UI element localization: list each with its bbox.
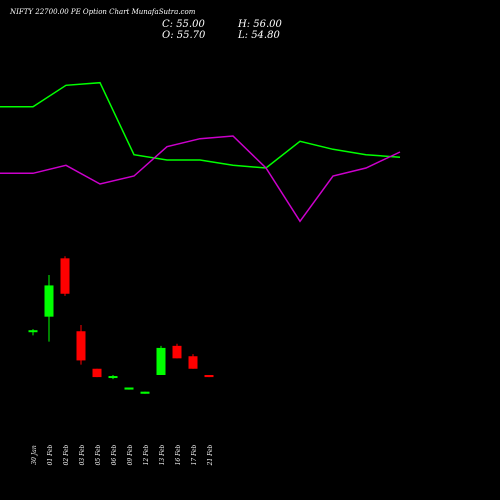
candle-body	[28, 330, 38, 333]
candle-body	[124, 387, 134, 390]
x-tick-label: 09 Feb	[127, 444, 134, 465]
x-tick-label: 17 Feb	[191, 444, 198, 465]
x-axis-ticks: 30 Jan 01 Feb 02 Feb 03 Feb 05 Feb 06 Feb 09 F…	[31, 444, 214, 466]
candle	[108, 375, 118, 380]
candle	[204, 375, 214, 378]
candle-body	[60, 258, 70, 294]
candle	[28, 329, 38, 336]
candle	[92, 368, 102, 378]
high-readout: H: 56.00	[237, 19, 283, 30]
candle	[76, 325, 86, 365]
candle	[172, 343, 182, 359]
x-tick-label: 01 Feb	[47, 444, 54, 465]
candle-body	[188, 356, 198, 369]
x-tick-label: 03 Feb	[79, 444, 86, 465]
x-tick-label: 02 Feb	[63, 444, 70, 465]
x-tick-label: 06 Feb	[111, 444, 118, 465]
close-readout: C: 55.00	[162, 19, 205, 30]
low-readout: L: 54.80	[237, 30, 280, 41]
x-tick-label: 12 Feb	[143, 444, 150, 465]
indicator-line-1	[0, 81, 401, 169]
candle	[44, 275, 54, 342]
x-tick-label: 21 Feb	[207, 444, 214, 466]
chart-title: NIFTY 22700.00 PE Option Chart MunafaSut…	[9, 8, 196, 16]
candle-body	[156, 347, 166, 375]
open-readout: O: 55.70	[162, 30, 206, 41]
series-layer	[0, 81, 401, 223]
x-tick-label: 13 Feb	[159, 444, 166, 465]
candle	[60, 256, 70, 296]
candle-body	[92, 368, 102, 378]
candle	[188, 354, 198, 369]
candle	[140, 391, 150, 394]
candle-body	[140, 391, 150, 394]
candle	[156, 345, 166, 375]
x-tick-label: 05 Feb	[95, 444, 102, 465]
candle-body	[44, 285, 54, 317]
indicator-line-2	[0, 135, 401, 223]
candle-layer	[28, 256, 214, 394]
candle-body	[172, 345, 182, 359]
x-tick-label: 16 Feb	[175, 444, 182, 465]
candle-body	[108, 376, 118, 379]
candle-body	[204, 375, 214, 378]
candle	[124, 387, 134, 390]
candle-body	[76, 331, 86, 361]
x-tick-label: 30 Jan	[31, 445, 38, 465]
